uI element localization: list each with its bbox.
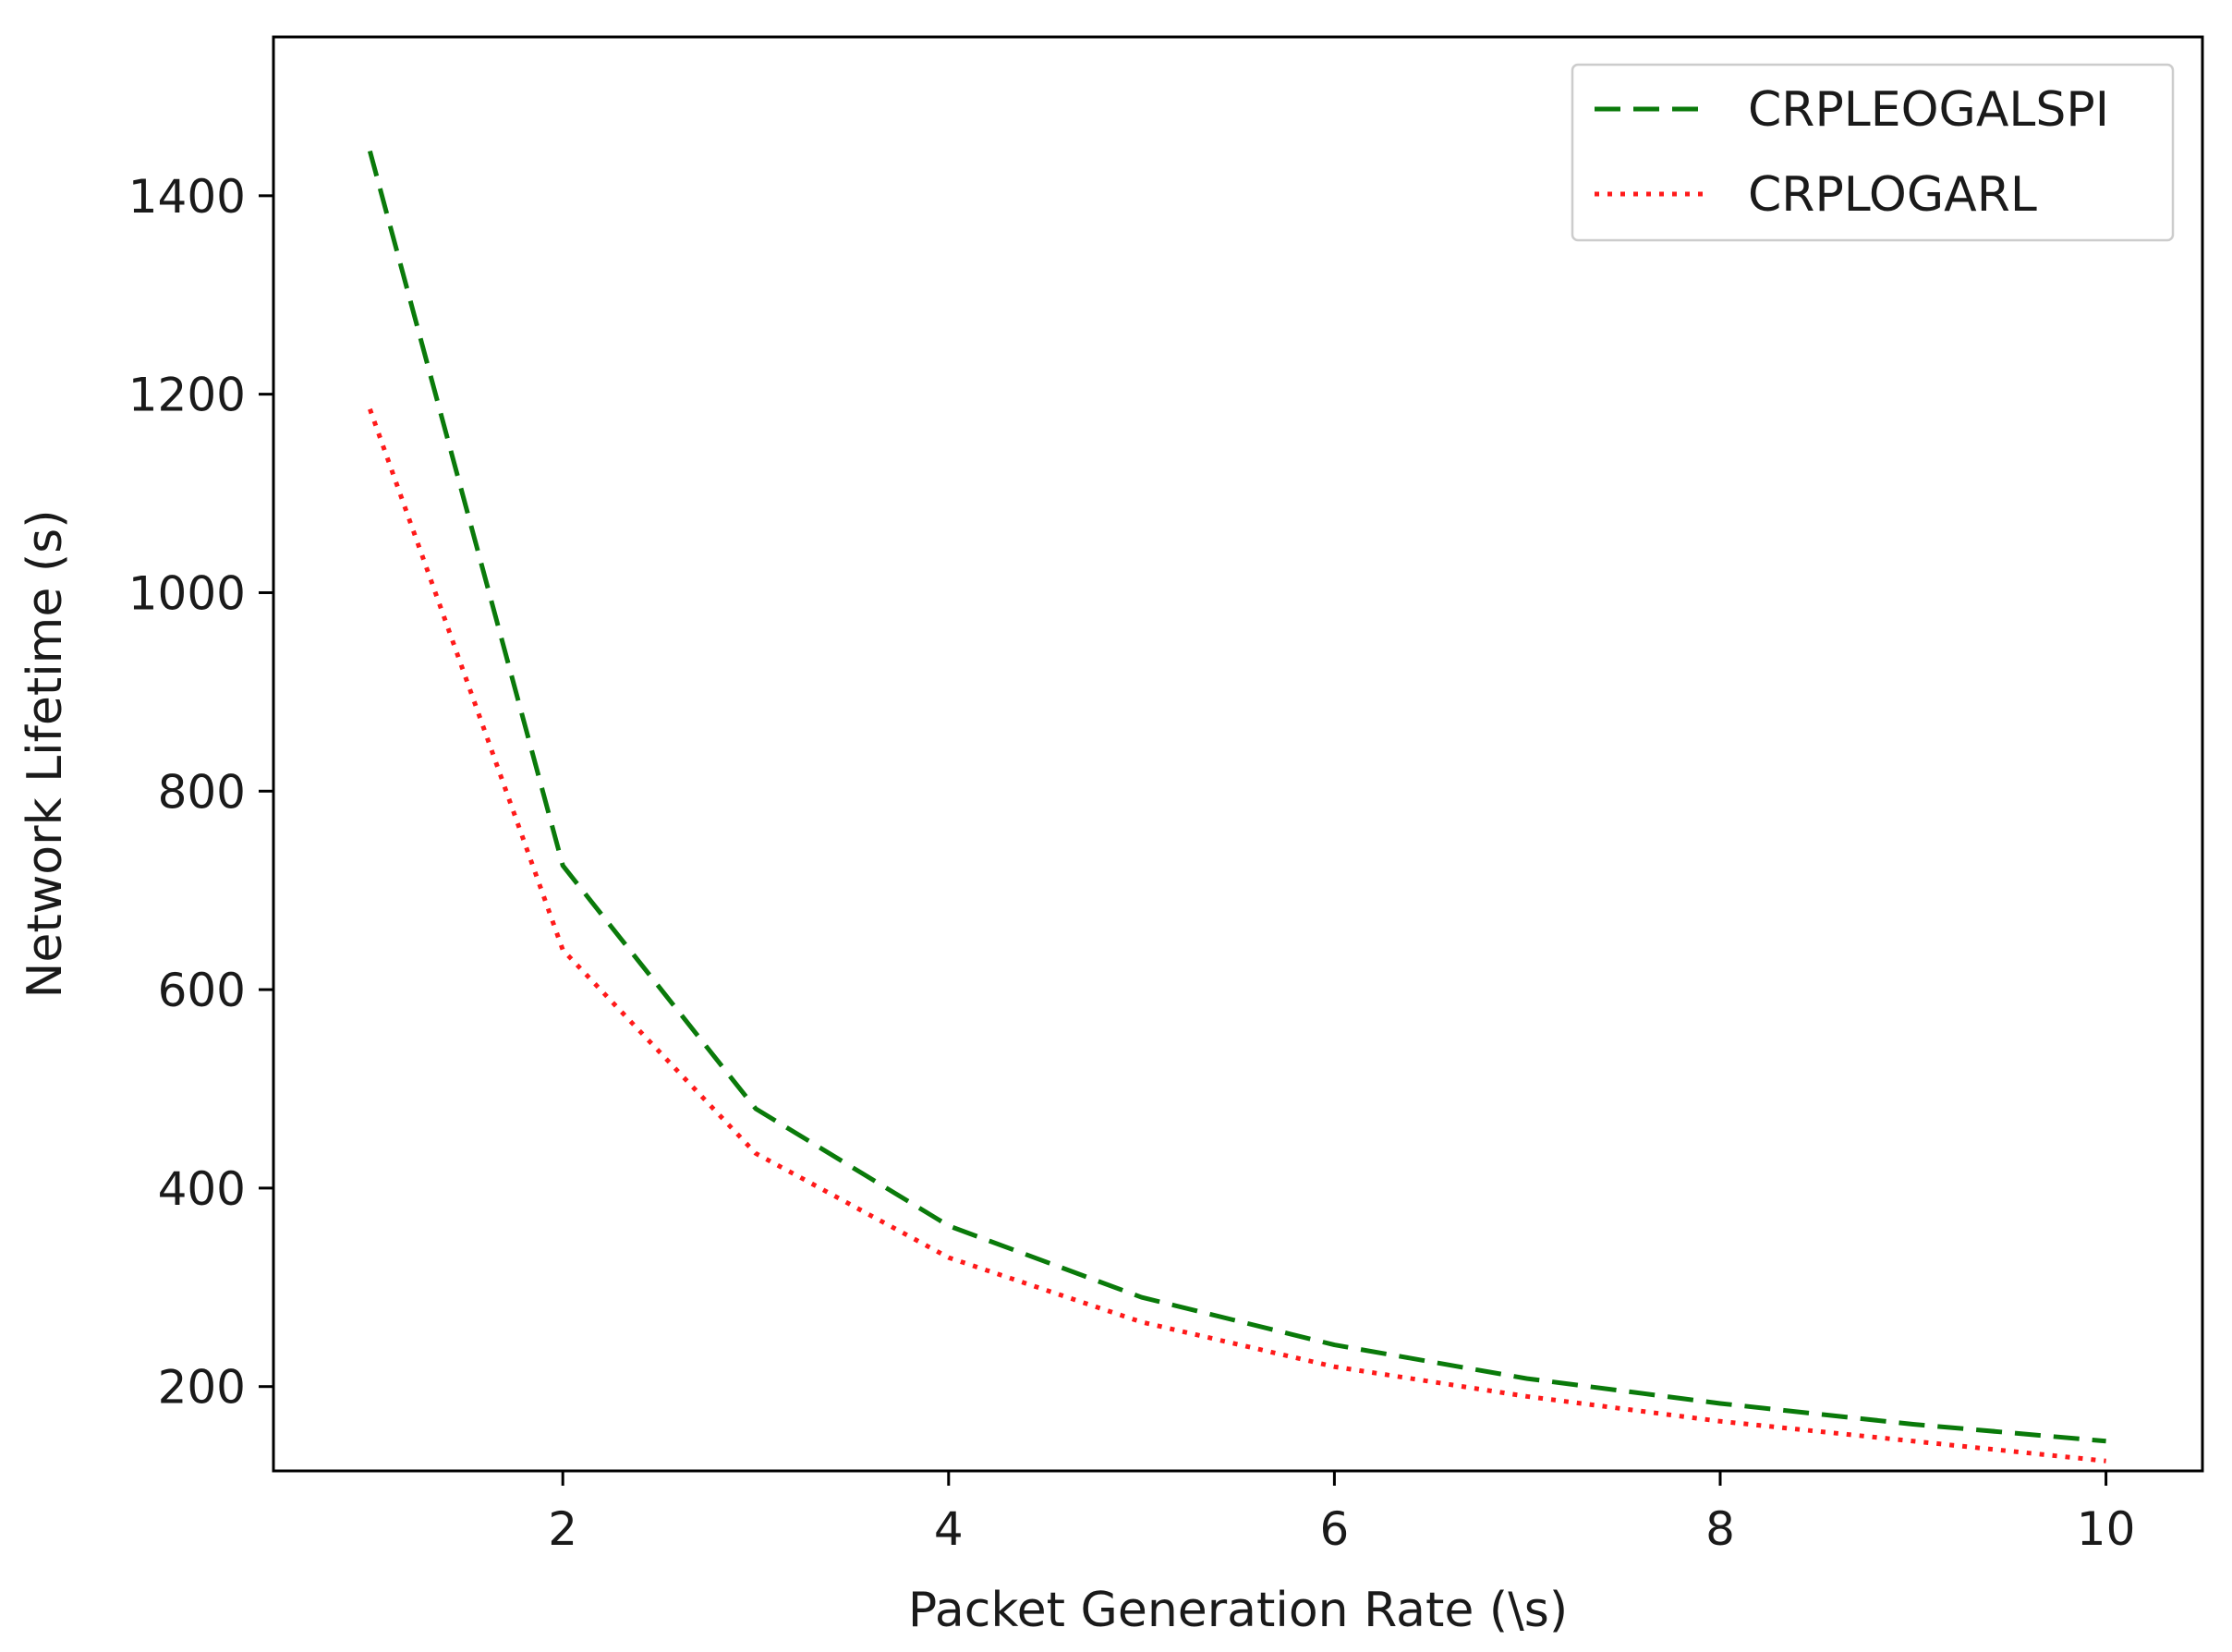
y-tick-label: 600 xyxy=(158,964,246,1017)
legend-box xyxy=(1571,63,2175,242)
legend: CRPLEOGALSPI CRPLOGARL xyxy=(1571,63,2175,242)
series-line-crpleogalspi xyxy=(367,150,2106,1444)
y-tick-label: 200 xyxy=(158,1361,246,1415)
y-tick-label: 1200 xyxy=(128,369,246,422)
x-tick-label: 2 xyxy=(548,1502,577,1556)
y-tick-label: 800 xyxy=(158,765,246,819)
y-tick-label: 1000 xyxy=(128,566,246,620)
x-axis-title: Packet Generation Rate (\s) xyxy=(908,1583,1568,1638)
legend-label: CRPLEOGALSPI xyxy=(1748,82,2109,138)
plot-area-frame xyxy=(272,35,2204,1473)
x-tick-label: 4 xyxy=(934,1502,964,1556)
series-lines xyxy=(367,150,2106,1464)
y-axis: 200 400 600 800 1000 1200 1400 xyxy=(128,170,273,1415)
x-tick-label: 8 xyxy=(1705,1502,1735,1556)
series-line-crplogarl xyxy=(368,407,2106,1464)
x-tick-label: 10 xyxy=(2077,1502,2136,1556)
x-tick-label: 6 xyxy=(1319,1502,1349,1556)
y-tick-label: 400 xyxy=(158,1162,246,1216)
y-axis-title: Network Lifetime (s) xyxy=(18,509,73,998)
y-tick-label: 1400 xyxy=(128,170,246,224)
legend-label: CRPLOGARL xyxy=(1748,167,2037,223)
x-axis: 2 4 6 8 10 xyxy=(548,1471,2135,1556)
